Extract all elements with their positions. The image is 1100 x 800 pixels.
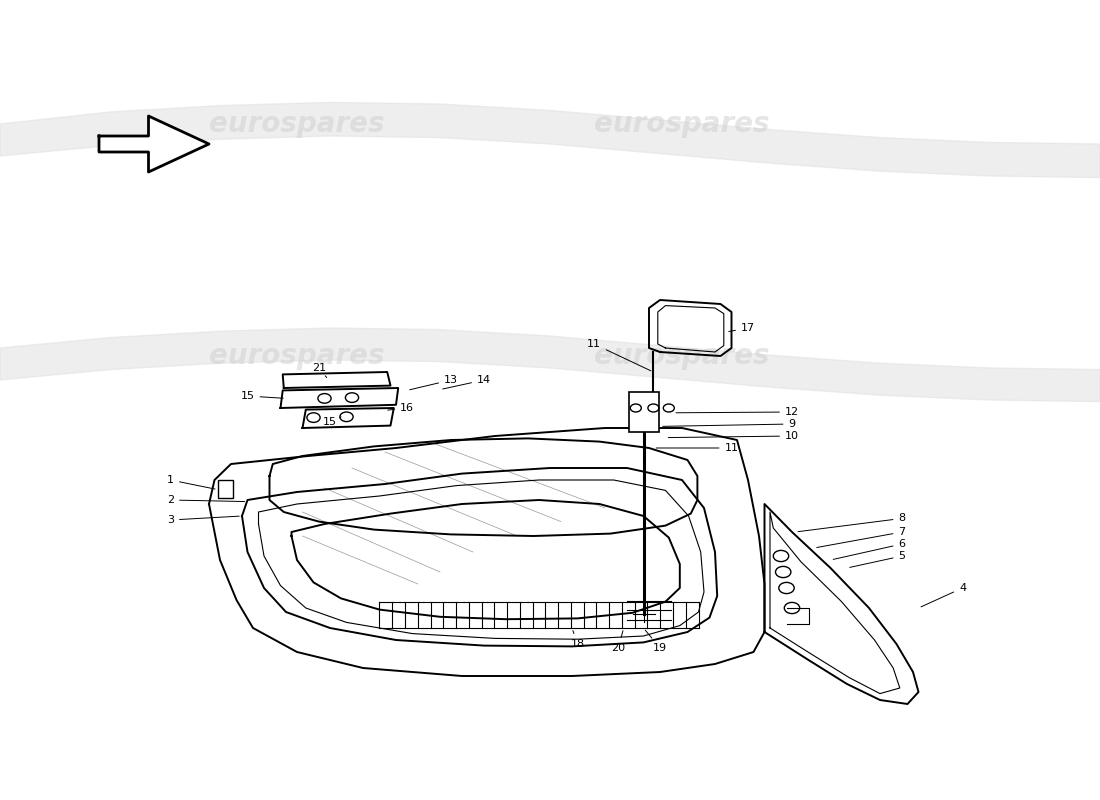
Text: 11: 11 [587,339,651,371]
Text: 11: 11 [657,443,738,453]
Text: 3: 3 [167,515,239,525]
Text: 14: 14 [442,375,491,389]
Text: eurospares: eurospares [594,342,770,370]
Text: 15: 15 [323,417,341,427]
Text: 8: 8 [799,514,905,532]
Text: 13: 13 [409,375,458,390]
Text: 1: 1 [167,475,216,489]
Text: 21: 21 [312,363,327,378]
Text: 17: 17 [728,323,755,333]
Text: eurospares: eurospares [209,110,385,138]
Text: 15: 15 [241,391,283,401]
Text: 5: 5 [849,551,905,567]
Bar [629,392,659,432]
Text: 18: 18 [571,630,584,649]
Polygon shape [99,116,209,172]
Text: 19: 19 [646,630,667,653]
Text: eurospares: eurospares [594,110,770,138]
Text: 9: 9 [663,419,795,429]
Text: 12: 12 [676,407,799,417]
Text: 7: 7 [816,527,905,547]
Bar [218,480,233,498]
Text: 2: 2 [167,495,244,505]
Text: 10: 10 [669,431,799,441]
Text: 4: 4 [921,583,966,607]
Text: eurospares: eurospares [209,342,385,370]
Text: 20: 20 [612,630,625,653]
Text: 6: 6 [833,539,905,559]
Text: 16: 16 [388,403,414,413]
